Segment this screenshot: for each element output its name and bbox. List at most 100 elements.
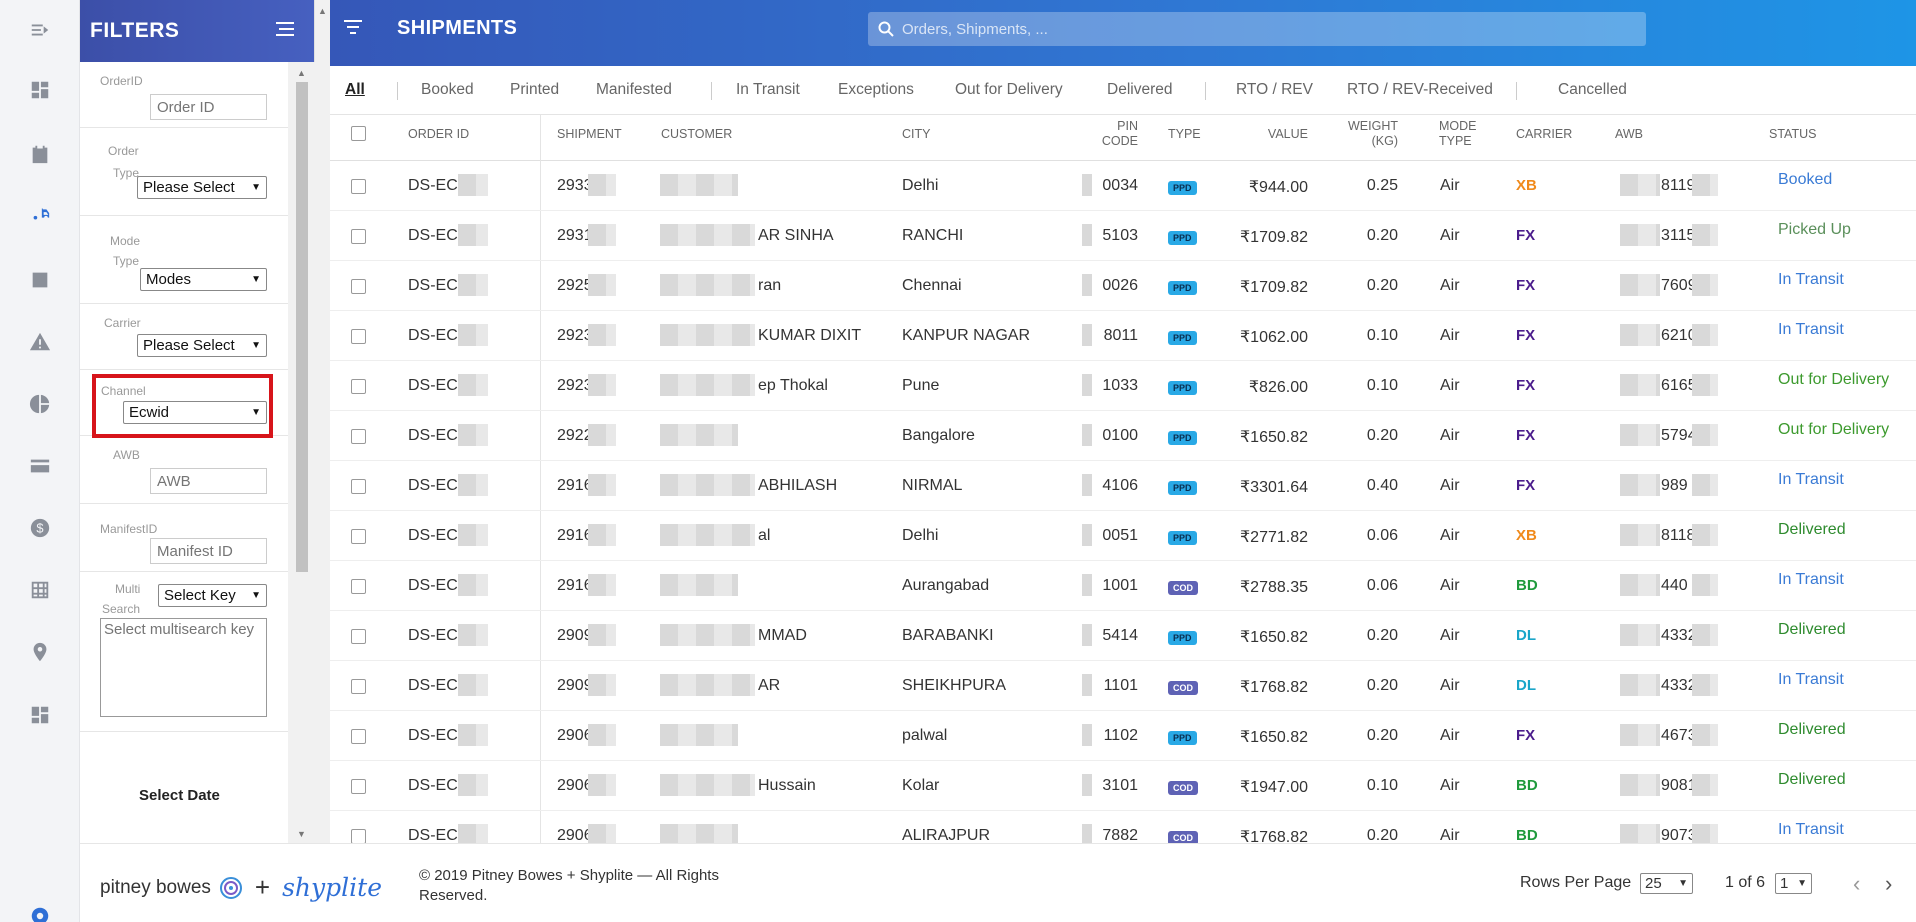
awb-cell[interactable]: 989 <box>1661 477 1688 494</box>
tab-manifested[interactable]: Manifested <box>596 81 672 98</box>
row-checkbox[interactable] <box>351 379 366 394</box>
table-row[interactable]: DS-EC- 2916 Aurangabad 1001 COD ₹2788.35 0.06 A… <box>330 561 1916 611</box>
dashboard-icon[interactable] <box>28 78 52 102</box>
awb-cell[interactable]: 8119 <box>1661 177 1696 194</box>
col-pin-2[interactable]: CODE <box>1101 134 1138 148</box>
calculator-grid-icon[interactable] <box>28 578 52 602</box>
filter-list-icon[interactable] <box>276 21 296 42</box>
location-pin-icon[interactable] <box>28 640 52 664</box>
filters-scroll-thumb[interactable] <box>296 82 308 572</box>
awb-cell[interactable]: 7609 <box>1661 277 1697 294</box>
col-carrier[interactable]: CARRIER <box>1516 127 1573 141</box>
row-checkbox[interactable] <box>351 329 366 344</box>
col-shipment[interactable]: SHIPMENT <box>557 127 622 141</box>
row-checkbox[interactable] <box>351 429 366 444</box>
table-row[interactable]: DS-EC- 2909 AR SHEIKHPURA 1101 COD ₹1768.82 0.2… <box>330 661 1916 711</box>
awb-cell[interactable]: 9073 <box>1661 827 1697 843</box>
col-mode-2[interactable]: TYPE <box>1439 134 1472 148</box>
col-awb[interactable]: AWB <box>1615 127 1644 141</box>
awb-cell[interactable]: 5794 <box>1661 427 1697 444</box>
rows-per-page-select[interactable]: 25 ▼ <box>1640 873 1693 894</box>
row-checkbox[interactable] <box>351 479 366 494</box>
carrier-select[interactable]: Please Select ▼ <box>137 334 267 357</box>
order-id-cell[interactable]: DS-EC- <box>408 727 464 744</box>
row-checkbox[interactable] <box>351 629 366 644</box>
col-weight-1[interactable]: WEIGHT <box>1348 119 1398 133</box>
order-id-input[interactable] <box>150 94 267 120</box>
col-status[interactable]: STATUS <box>1769 127 1817 141</box>
tab-out-for-delivery[interactable]: Out for Delivery <box>955 81 1063 98</box>
credit-card-icon[interactable] <box>28 454 52 478</box>
table-row[interactable]: DS-EC-(2923 KUMAR DIXIT KANPUR NAGAR 8011 PP… <box>330 311 1916 361</box>
tab-rto-rev[interactable]: RTO / REV <box>1236 81 1313 98</box>
table-row[interactable]: DS-EC- 2931 AR SINHA RANCHI 5103 PPD ₹1709.82 0… <box>330 211 1916 261</box>
expand-menu-icon[interactable] <box>28 18 52 42</box>
order-id-cell[interactable]: DS-EC- <box>408 277 464 294</box>
mode-type-select[interactable]: Modes ▼ <box>140 268 267 291</box>
order-id-cell[interactable]: DS-EC- <box>408 577 464 594</box>
awb-input[interactable] <box>150 468 267 494</box>
prev-page-icon[interactable]: ‹ <box>1853 871 1861 896</box>
col-weight-2[interactable]: (KG) <box>1371 134 1398 148</box>
row-checkbox[interactable] <box>351 679 366 694</box>
order-id-cell[interactable]: DS-EC- <box>408 227 464 244</box>
awb-cell[interactable]: 440 <box>1661 577 1688 594</box>
table-row[interactable]: DS-EC- 2923 ep Thokal Pune 1033 PPD ₹826.00 0.1… <box>330 361 1916 411</box>
search-input[interactable] <box>902 20 1602 38</box>
list-icon[interactable] <box>28 268 52 292</box>
tab-delivered[interactable]: Delivered <box>1107 81 1173 98</box>
search-bar[interactable] <box>868 12 1646 46</box>
col-city[interactable]: CITY <box>902 127 931 141</box>
awb-cell[interactable]: 6210 <box>1661 327 1697 344</box>
order-id-cell[interactable]: DS-EC- <box>408 427 464 444</box>
tab-cancelled[interactable]: Cancelled <box>1558 81 1627 98</box>
row-checkbox[interactable] <box>351 279 366 294</box>
order-id-cell[interactable]: DS-EC-( <box>408 327 469 344</box>
table-row[interactable]: DS-EC- 2925 ran Chennai 0026 PPD ₹1709.82 0.20 A… <box>330 261 1916 311</box>
awb-cell[interactable]: 6165 <box>1661 377 1697 394</box>
row-checkbox[interactable] <box>351 829 366 843</box>
tab-all[interactable]: All <box>345 81 365 98</box>
scroll-down-icon[interactable]: ▼ <box>297 829 306 839</box>
page-scrollbar[interactable]: ▲ <box>315 0 330 843</box>
next-page-icon[interactable]: › <box>1885 871 1893 896</box>
row-checkbox[interactable] <box>351 779 366 794</box>
warning-icon[interactable] <box>28 330 52 354</box>
tab-booked[interactable]: Booked <box>421 81 474 98</box>
awb-cell[interactable]: 9081 <box>1661 777 1697 794</box>
table-row[interactable]: DS-EC- 2916 al Delhi 0051 PPD ₹2771.82 0.06 Air X… <box>330 511 1916 561</box>
awb-cell[interactable]: 4332 <box>1661 677 1697 694</box>
col-mode-1[interactable]: MODE <box>1439 119 1477 133</box>
widgets-icon[interactable] <box>28 703 52 727</box>
table-row[interactable]: DS-EC- 2909 MMAD BARABANKI 5414 PPD ₹1650.82 0.… <box>330 611 1916 661</box>
order-id-cell[interactable]: DS-EC- <box>408 477 464 494</box>
row-checkbox[interactable] <box>351 229 366 244</box>
order-id-cell[interactable]: DS-EC- <box>408 677 464 694</box>
table-row[interactable]: DS-EC- 2906 ALIRAJPUR 7882 COD ₹1768.82 0.20 Ai… <box>330 811 1916 843</box>
awb-cell[interactable]: 4673 <box>1661 727 1697 744</box>
order-id-cell[interactable]: DS-EC- <box>408 527 464 544</box>
page-scroll-up-icon[interactable]: ▲ <box>318 6 327 16</box>
order-type-select[interactable]: Please Select ▼ <box>137 176 267 199</box>
awb-cell[interactable]: 4332 <box>1661 627 1697 644</box>
settings-gear-icon[interactable] <box>28 904 52 922</box>
orders-clipboard-icon[interactable] <box>28 142 52 166</box>
order-id-cell[interactable]: DS-EC- <box>408 177 464 194</box>
row-checkbox[interactable] <box>351 729 366 744</box>
tab-printed[interactable]: Printed <box>510 81 560 98</box>
channel-select[interactable]: Ecwid ▼ <box>123 401 267 424</box>
row-checkbox[interactable] <box>351 179 366 194</box>
filters-scrollbar[interactable]: ▲ ▼ <box>288 62 315 843</box>
dollar-icon[interactable]: $ <box>28 516 52 540</box>
tab-rto-rev-received[interactable]: RTO / REV-Received <box>1347 81 1493 98</box>
row-checkbox[interactable] <box>351 579 366 594</box>
col-order-id[interactable]: ORDER ID <box>408 127 470 141</box>
row-checkbox[interactable] <box>351 529 366 544</box>
pie-chart-icon[interactable] <box>28 392 52 416</box>
col-customer[interactable]: CUSTOMER <box>661 127 733 141</box>
shipments-truck-icon[interactable] <box>28 202 52 226</box>
table-row[interactable]: DS-EC- 2933 Delhi 0034 PPD ₹944.00 0.25 Air XB 81… <box>330 161 1916 211</box>
multisearch-textarea[interactable] <box>100 618 267 717</box>
tab-exceptions[interactable]: Exceptions <box>838 81 914 98</box>
select-all-checkbox[interactable] <box>351 126 366 141</box>
